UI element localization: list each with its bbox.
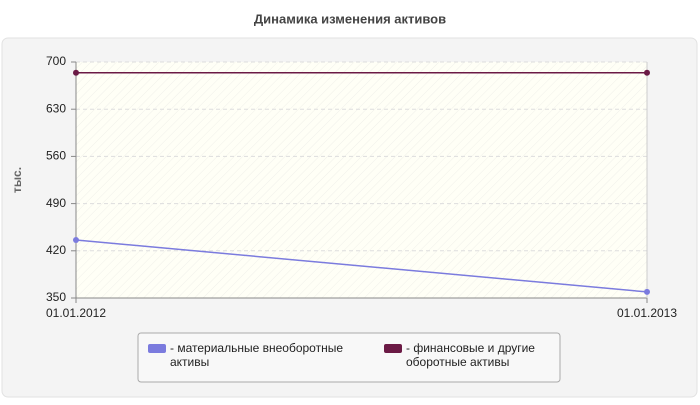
y-tick-label: 560 xyxy=(46,149,66,163)
data-point xyxy=(73,237,79,244)
x-tick-label: 01.01.2012 xyxy=(46,306,106,320)
y-tick-label: 700 xyxy=(46,54,66,68)
y-tick-label: 350 xyxy=(46,290,66,304)
legend-label: - финансовые и другие оборотные активы xyxy=(406,341,535,369)
data-point xyxy=(644,288,650,295)
plot-area xyxy=(76,62,647,298)
legend-label-box: - финансовые и другие оборотные активы xyxy=(406,341,535,369)
chart-title: Динамика изменения активов xyxy=(254,11,446,26)
y-tick-label: 490 xyxy=(46,196,66,210)
legend-label-box: - материальные внеоборотные активы xyxy=(170,341,343,369)
legend-label: - материальные внеоборотные активы xyxy=(170,341,343,369)
series-line xyxy=(75,239,648,293)
legend-swatch xyxy=(148,344,166,353)
y-axis-label: тыс. xyxy=(10,167,24,193)
y-tick-label: 630 xyxy=(46,101,66,115)
data-point xyxy=(644,69,650,76)
data-point xyxy=(73,69,79,76)
y-tick-label: 420 xyxy=(46,243,66,257)
legend xyxy=(137,332,561,383)
x-tick-label: 01.01.2013 xyxy=(617,306,677,320)
legend-swatch xyxy=(384,344,402,353)
